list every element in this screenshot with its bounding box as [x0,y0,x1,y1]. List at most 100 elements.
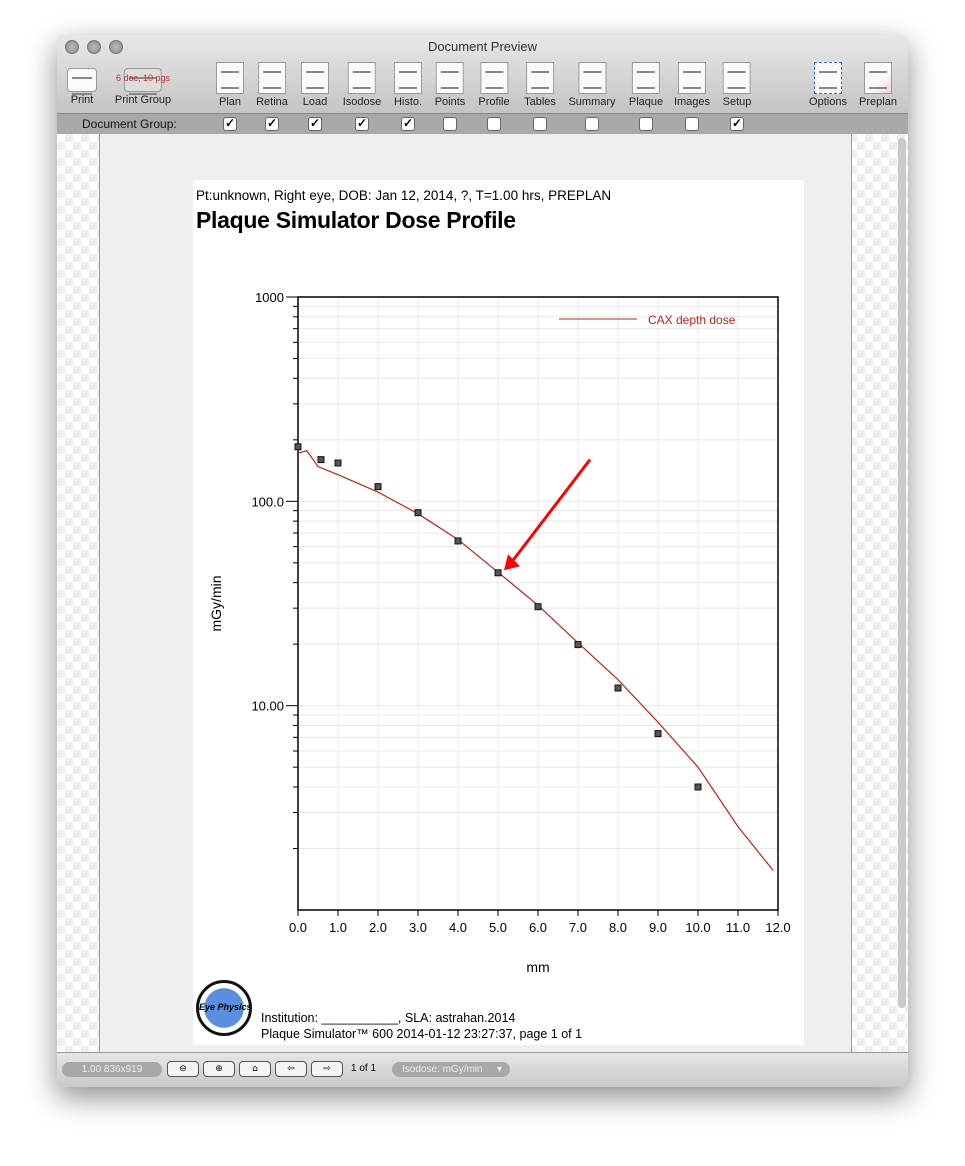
preplan-icon [863,62,892,94]
close-button[interactable] [65,40,79,54]
logo-text: Eye Physics [199,1002,252,1012]
home-button[interactable]: ⌂ [239,1061,271,1077]
x-tick-label: 0.0 [289,920,307,935]
summary-document-icon [578,62,606,94]
toolbar-tables-button[interactable]: Tables [524,62,556,108]
zoom-out-button[interactable]: ⊖ [167,1061,199,1077]
checkbox-plaque[interactable] [639,117,653,131]
minimize-button[interactable] [87,40,101,54]
status-bar: 1.00 836x919 ⊖ ⊕ ⌂ ⇦ ⇨ 1 of 1 Isodose: m… [57,1052,908,1087]
plaque-document-icon [631,62,660,94]
preplan-button[interactable]: Preplan [859,62,897,108]
document-preview-window: Document Preview Print Print Group 6 doc… [57,35,908,1087]
toolbar-load-label: Load [302,96,328,108]
measured-data-point [294,443,302,451]
print-group-label: Print Group [114,94,172,106]
measured-data-point [374,483,382,491]
x-tick-label: 2.0 [369,920,387,935]
toolbar-summary-label: Summary [568,96,616,108]
toolbar-plaque-label: Plaque [628,96,664,108]
print-button[interactable]: Print [67,62,97,106]
toolbar-summary-button[interactable]: Summary [568,62,616,108]
toolbar-retina-label: Retina [256,96,288,108]
isodose-document-icon [348,62,376,94]
print-label: Print [70,94,94,106]
measured-data-point [317,456,325,464]
isodose-units-select[interactable]: Isodose: mGy/min ▾ [392,1062,510,1077]
title-bar: Document Preview Print Print Group 6 doc… [57,35,908,113]
next-page-button[interactable]: ⇨ [311,1061,343,1077]
cax-depth-dose-line [297,449,774,871]
document-page: Pt:unknown, Right eye, DOB: Jan 12, 2014… [193,180,804,1045]
toolbar-plaque-button[interactable]: Plaque [629,62,663,108]
toolbar-plan-button[interactable]: Plan [216,62,244,108]
profile-document-icon [480,62,508,94]
checkbox-images[interactable] [685,117,699,131]
checkbox-points[interactable] [443,117,457,131]
toolbar-profile-label: Profile [478,96,510,108]
checkbox-isodose[interactable]: ✓ [355,116,369,131]
x-tick-label: 7.0 [569,920,587,935]
options-button[interactable]: Options [809,62,847,108]
points-document-icon [435,62,464,94]
checkbox-load[interactable]: ✓ [308,116,322,131]
toolbar-isodose-button[interactable]: Isodose [343,62,381,108]
legend-label: CAX depth dose [648,313,736,327]
x-tick-label: 9.0 [649,920,667,935]
x-tick-label: 1.0 [329,920,347,935]
tables-document-icon [525,62,554,94]
checkbox-setup[interactable]: ✓ [730,116,744,131]
annotation-arrow [508,458,592,566]
y-tick-label: 10.00 [251,699,284,714]
arrow-head-icon [504,554,520,571]
printer-icon [124,68,162,95]
toolbar-setup-button[interactable]: Setup [723,62,751,108]
measured-data-point [694,783,702,791]
preview-area: Pt:unknown, Right eye, DOB: Jan 12, 2014… [57,134,908,1052]
page-header: Pt:unknown, Right eye, DOB: Jan 12, 2014… [196,188,612,203]
vertical-scrollbar[interactable] [898,138,906,1008]
images-document-icon [677,62,706,94]
page-title: Plaque Simulator Dose Profile [196,207,516,233]
x-axis-label: mm [526,959,549,975]
checkbox-profile[interactable] [487,117,501,131]
x-tick-label: 3.0 [409,920,427,935]
toolbar-images-button[interactable]: Images [674,62,710,108]
checkbox-retina[interactable]: ✓ [265,116,279,131]
options-label: Options [809,96,847,108]
window-title: Document Preview [427,39,538,54]
print-group-badge: 6 doc, 10 pgs [115,73,171,83]
print-group-button[interactable]: Print Group [115,62,171,106]
load-document-icon [301,62,329,94]
toolbar-load-button[interactable]: Load [301,62,329,108]
toolbar-histo-button[interactable]: Histo. [394,62,422,108]
measured-data-point [574,641,582,649]
zoom-button[interactable] [109,40,123,54]
options-icon [813,62,842,94]
plan-document-icon [216,62,244,94]
y-tick-label: 1000 [255,290,284,305]
y-tick-label: 100.0 [251,494,284,509]
footer-version: Plaque Simulator™ 600 2014-01-12 23:27:3… [261,1027,583,1041]
toolbar-points-button[interactable]: Points [434,62,466,108]
measured-data-point [654,730,662,738]
x-tick-label: 10.0 [685,920,710,935]
zoom-in-button[interactable]: ⊕ [203,1061,235,1077]
page-count: 1 of 1 [351,1063,377,1074]
chevron-down-icon: ▾ [496,1064,502,1075]
toolbar-profile-button[interactable]: Profile [478,62,510,108]
page-footer: Institution: ___________, SLA: astrahan.… [261,1010,582,1042]
isodose-select-value: Isodose: mGy/min [402,1064,483,1075]
preplan-label: Preplan [859,96,897,108]
checkbox-summary[interactable] [585,117,599,131]
dose-profile-chart: 0.0 1.0 2.0 3.0 4.0 5.0 6.0 7.0 8.0 9.0 10.0 11.0 12… [208,290,791,975]
previous-page-button[interactable]: ⇦ [275,1061,307,1077]
toolbar-retina-button[interactable]: Retina [256,62,288,108]
checkbox-histo[interactable]: ✓ [401,116,415,131]
x-tick-label: 6.0 [529,920,547,935]
checkbox-tables[interactable] [533,117,547,131]
toolbar-histo-label: Histo. [393,96,423,108]
toolbar-points-label: Points [434,96,466,108]
checkbox-plan[interactable]: ✓ [223,116,237,131]
measured-data-point [454,537,462,545]
